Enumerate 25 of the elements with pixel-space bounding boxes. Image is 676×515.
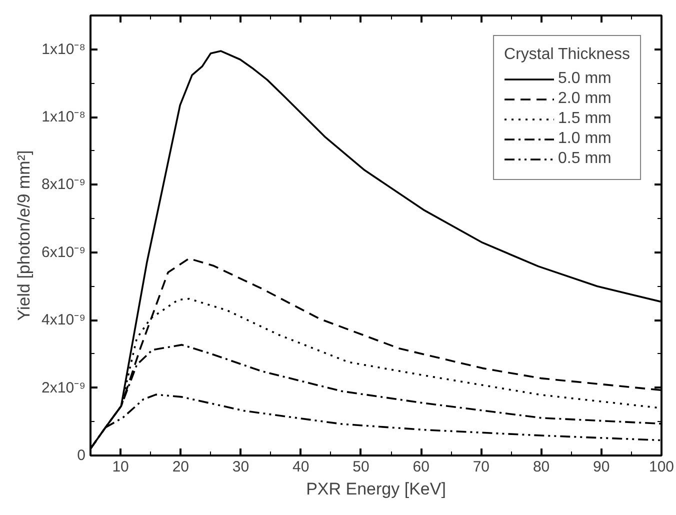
x-tick-label: 50 [352,458,370,476]
x-tick-label: 20 [172,458,190,476]
x-tick-label: 100 [648,458,674,476]
x-tick-label: 40 [292,458,310,476]
x-tick-label: 90 [593,458,610,476]
x-tick-label: 80 [532,458,550,476]
legend-label: 1.0 mm [558,130,612,148]
y-axis-title: Yield [photon/e/9 mm²] [14,150,34,321]
x-axis-title: PXR Energy [KeV] [306,480,446,498]
legend-label: 0.5 mm [558,150,612,168]
y-tick-label: 8x10⁻⁹ [42,176,86,194]
x-tick-label: 60 [412,458,430,476]
x-tick-label: 70 [472,458,490,476]
y-tick-label: 6x10⁻⁹ [42,244,86,261]
x-tick-label: 30 [232,458,250,476]
y-tick-label: 1x10⁻⁸ [42,40,86,58]
legend-title: Crystal Thickness [504,46,630,64]
y-tick-label: 1x10⁻⁸ [42,108,86,126]
y-tick-label: 0 [77,447,86,464]
y-tick-label: 4x10⁻⁹ [42,312,86,329]
y-tick-label: 2x10⁻⁹ [42,379,86,396]
legend-label: 5.0 mm [558,70,612,88]
x-tick-label: 10 [112,458,129,476]
legend-label: 2.0 mm [558,90,612,108]
legend-label: 1.5 mm [558,110,612,128]
